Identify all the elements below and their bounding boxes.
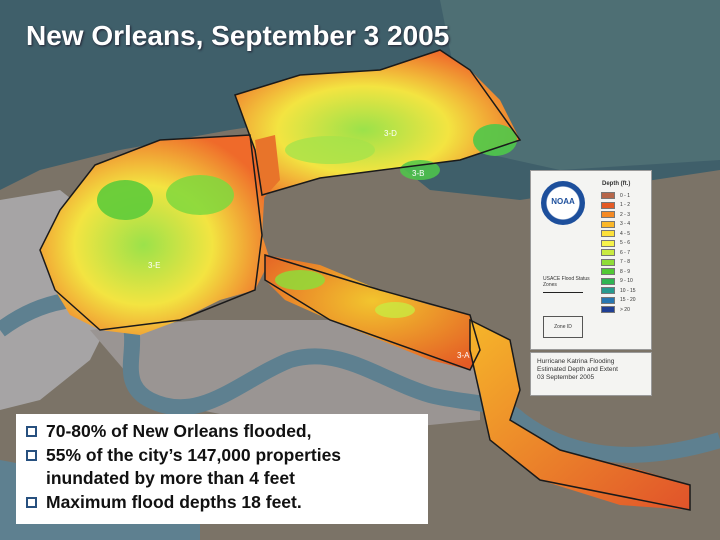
depth-class-label: 8 - 9: [620, 268, 631, 275]
deep-flood-patch: [166, 175, 234, 215]
depth-class-label: 0 - 1: [620, 192, 631, 199]
checkbox-bullet-icon: [26, 449, 37, 461]
depth-class-label: 15 - 20: [620, 297, 636, 304]
depth-class-label: 7 - 8: [620, 259, 631, 266]
depth-color-swatch: [601, 220, 615, 228]
depth-class-label: 9 - 10: [620, 278, 633, 285]
depth-color-swatch: [601, 249, 615, 257]
deep-flood-patch: [275, 270, 325, 290]
slide-title: New Orleans, September 3 2005: [26, 20, 450, 51]
depth-title: Depth (ft.): [602, 181, 631, 187]
depth-color-swatch: [601, 192, 615, 200]
noaa-logo-text: NOAA: [551, 197, 575, 206]
zone-label: 3-A: [457, 351, 470, 360]
depth-class-label: 1 - 2: [620, 202, 631, 209]
deep-flood-patch: [285, 136, 375, 164]
zone-label: 3-D: [384, 129, 397, 138]
depth-color-swatch: [601, 296, 615, 304]
zone-label: 3-B: [412, 169, 424, 178]
caption-line: Estimated Depth and Extent: [537, 366, 618, 373]
caption-line: Hurricane Katrina Flooding: [537, 358, 615, 365]
depth-color-swatch: [601, 287, 615, 295]
bullet-item: 55% of the city’s 147,000 properties inu…: [26, 444, 420, 491]
depth-swatch-row: 6 - 7: [601, 248, 636, 258]
depth-class-label: 5 - 6: [620, 240, 631, 247]
checkbox-bullet-icon: [26, 496, 37, 508]
deep-flood-patch: [97, 180, 153, 220]
flood-zone-ninth-ward: [255, 135, 280, 200]
caption-line: 03 September 2005: [537, 374, 595, 381]
depth-class-label: > 20: [620, 306, 630, 313]
depth-color-swatch: [601, 239, 615, 247]
depth-color-swatch: [601, 306, 615, 314]
depth-color-swatch: [601, 258, 615, 266]
map-caption: Hurricane Katrina Flooding Estimated Dep…: [530, 352, 652, 396]
depth-class-label: 2 - 3: [620, 211, 631, 218]
depth-class-label: 3 - 4: [620, 221, 631, 228]
depth-class-label: 10 - 15: [620, 287, 636, 294]
depth-color-swatch: [601, 268, 615, 276]
flood-zone-strip: [470, 320, 690, 510]
zone-boundary: [264, 253, 481, 371]
zone-boundary: [39, 134, 263, 331]
bullet-text: 55% of the city’s 147,000 properties inu…: [46, 444, 342, 489]
deep-flood-patch: [400, 160, 440, 180]
map-legend: NOAA Depth (ft.) 0 - 1 1 - 2 2 - 3 3 - 4 4 -…: [530, 170, 652, 350]
checkbox-bullet-icon: [26, 426, 37, 437]
zone-boundary: [234, 49, 522, 196]
depth-swatch-row: 10 - 15: [601, 286, 636, 296]
usace-label: USACE Flood Status Zones: [543, 276, 590, 288]
depth-swatch-row: 8 - 9: [601, 267, 636, 277]
depth-color-swatch: [601, 201, 615, 209]
depth-swatch-row: 15 - 20: [601, 296, 636, 306]
bullet-item: 70-80% of New Orleans flooded,: [26, 420, 420, 444]
depth-swatch-row: 5 - 6: [601, 239, 636, 249]
bullet-text: 70-80% of New Orleans flooded,: [46, 421, 312, 441]
bullet-list: 70-80% of New Orleans flooded, 55% of th…: [16, 414, 428, 524]
deep-flood-patch: [473, 124, 517, 156]
usace-line-symbol: [543, 292, 583, 293]
depth-color-swatch: [601, 230, 615, 238]
depth-swatches: 0 - 1 1 - 2 2 - 3 3 - 4 4 - 5 5 - 6 6 - 7 7 - 8…: [601, 191, 636, 315]
depth-swatch-row: 4 - 5: [601, 229, 636, 239]
depth-swatch-row: 1 - 2: [601, 201, 636, 211]
zone-id-box: Zone ID: [543, 316, 583, 338]
depth-swatch-row: 3 - 4: [601, 220, 636, 230]
depth-swatch-row: 0 - 1: [601, 191, 636, 201]
depth-color-swatch: [601, 211, 615, 219]
bullet-text: Maximum flood depths 18 feet.: [46, 491, 302, 512]
depth-class-label: 4 - 5: [620, 230, 631, 237]
zone-boundary: [469, 318, 691, 511]
depth-color-swatch: [601, 277, 615, 285]
depth-swatch-row: 7 - 8: [601, 258, 636, 268]
bullet-item: Maximum flood depths 18 feet.: [26, 491, 420, 515]
noaa-logo-icon: NOAA: [541, 181, 585, 225]
deep-flood-patch: [375, 302, 415, 318]
zone-label: 3-E: [148, 261, 160, 270]
depth-swatch-row: 2 - 3: [601, 210, 636, 220]
depth-swatch-row: 9 - 10: [601, 277, 636, 287]
depth-class-label: 6 - 7: [620, 249, 631, 256]
depth-swatch-row: > 20: [601, 305, 636, 315]
